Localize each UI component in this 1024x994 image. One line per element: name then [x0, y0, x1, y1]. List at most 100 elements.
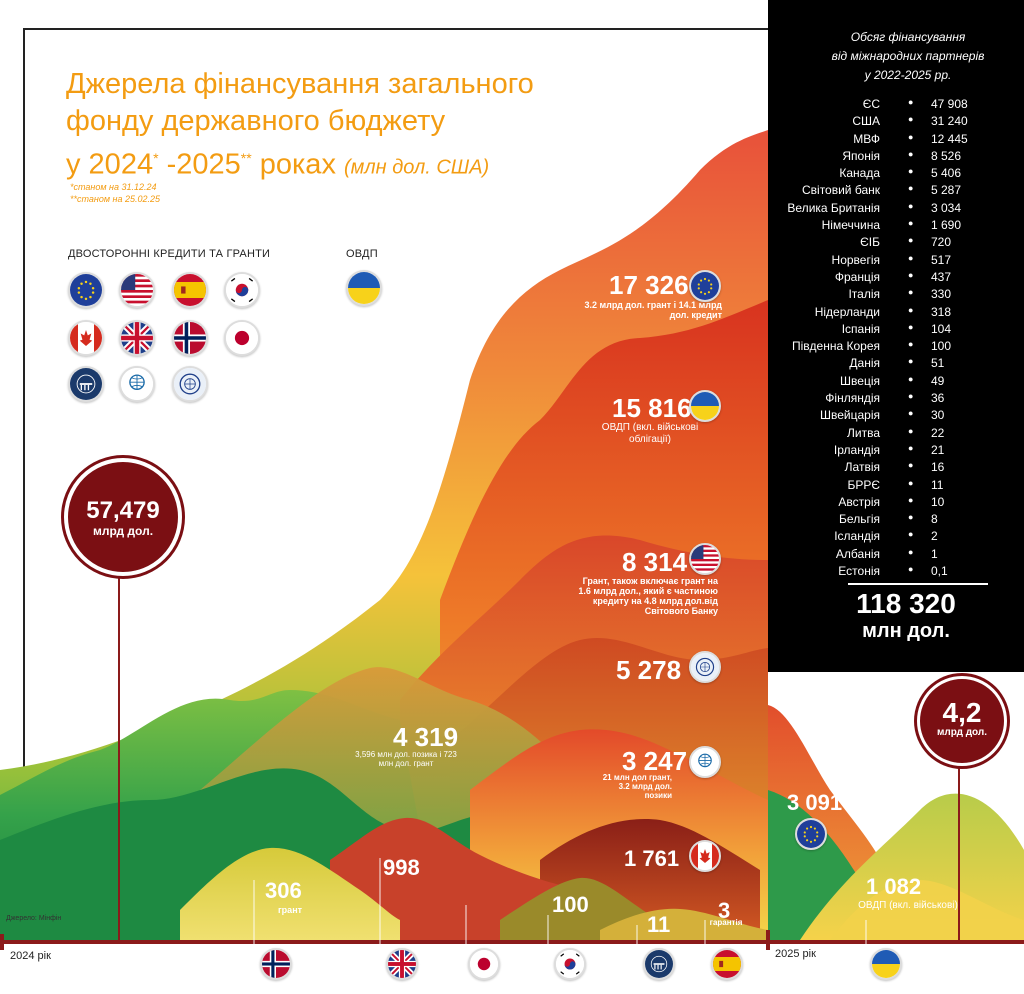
- partner-name: Німеччина: [821, 218, 880, 233]
- partner-name: Ісландія: [834, 529, 880, 544]
- ukraine-flag-icon: [346, 270, 382, 306]
- year-2025-label: 2025 рік: [775, 948, 816, 960]
- partner-name: Албанія: [835, 546, 880, 561]
- partner-value: 51: [931, 356, 945, 371]
- partner-row: Ірландія ● 21: [776, 443, 1006, 460]
- usa-flag-icon: [119, 272, 155, 308]
- bullet-icon: ●: [908, 512, 914, 523]
- bilateral-label: ДВОСТОРОННІ КРЕДИТИ ТА ГРАНТИ: [68, 248, 271, 260]
- ovdp-label: ОВДП: [346, 248, 378, 260]
- partner-value: 49: [931, 373, 945, 388]
- partner-row: Литва ● 22: [776, 426, 1006, 443]
- bullet-icon: ●: [908, 235, 914, 246]
- series-note: гарантія: [709, 918, 743, 927]
- imf-logo-icon: [172, 366, 208, 402]
- bullet-icon: ●: [908, 339, 914, 350]
- panel-title: Обсяг фінансування від міжнародних партн…: [831, 30, 985, 82]
- series-value: 8 314: [622, 547, 688, 577]
- partner-row: Франція ● 437: [776, 270, 1006, 287]
- partner-name: МВФ: [853, 131, 880, 146]
- total-2024-badge: 57,479 млрд дол.: [64, 458, 182, 576]
- ceb-logo-icon: [643, 948, 675, 980]
- partner-value: 517: [931, 252, 952, 267]
- partner-name: Велика Британія: [787, 200, 880, 215]
- bullet-icon: ●: [908, 321, 914, 332]
- south-korea-flag-icon: [554, 948, 586, 980]
- bullet-icon: ●: [908, 97, 914, 107]
- norway-flag-icon: [172, 320, 208, 356]
- partner-name: Нідерланди: [814, 304, 880, 319]
- partner-row: Світовий банк ● 5 287: [776, 183, 1006, 200]
- total-divider: [848, 583, 988, 585]
- series-value: 3 247: [622, 746, 688, 776]
- imf-logo-icon: [689, 651, 721, 683]
- partner-value: 31 240: [931, 114, 968, 129]
- partner-name: Швейцарія: [820, 408, 880, 423]
- total-2025-badge: 4,2 млрд дол.: [917, 676, 1007, 766]
- bullet-icon: ●: [908, 131, 914, 142]
- bullet-icon: ●: [908, 494, 914, 505]
- partners-table: ЄС ● 47 908 США ● 31 240 МВФ ● 12 445 Японія ● 8 52…: [776, 97, 1006, 581]
- canada-flag-icon: [68, 320, 104, 356]
- bullet-icon: ●: [908, 408, 914, 419]
- partner-name: Канада: [839, 166, 880, 181]
- partner-name: ЄІБ: [860, 235, 880, 250]
- partner-name: Фінляндія: [825, 391, 880, 406]
- partner-value: 30: [931, 408, 945, 423]
- norway-flag-icon: [260, 948, 292, 980]
- series-value: 11: [647, 912, 671, 937]
- partner-row: Ісландія ● 2: [776, 529, 1006, 546]
- total-2024-unit: млрд дол.: [92, 524, 154, 538]
- partner-value: 1: [931, 546, 938, 561]
- partner-name: ЄС: [862, 97, 880, 111]
- uk-flag-icon: [386, 948, 418, 980]
- usa-flag-icon: [689, 543, 721, 575]
- partner-value: 11: [931, 477, 944, 492]
- panel-total-value: 118 320: [856, 588, 956, 619]
- bullet-icon: ●: [908, 166, 914, 177]
- partner-row: Велика Британія ● 3 034: [776, 201, 1006, 218]
- partner-name: Іспанія: [841, 321, 880, 336]
- bullet-icon: ●: [908, 269, 914, 280]
- bullet-icon: ●: [908, 564, 914, 575]
- partner-row: ЄІБ ● 720: [776, 235, 1006, 252]
- partner-row: Швейцарія ● 30: [776, 408, 1006, 425]
- partners-panel: [768, 0, 1024, 672]
- partner-name: Литва: [847, 425, 880, 440]
- partner-name: Південна Корея: [792, 339, 880, 354]
- series-note: 21 млн дол грант, 3.2 млрд дол. позики: [602, 773, 672, 800]
- series-note: ОВДП (вкл. військові): [858, 900, 958, 911]
- world-bank-logo-icon: [689, 746, 721, 778]
- note-2024: *станом на 31.12.24: [70, 182, 157, 192]
- partner-row: Нідерланди ● 318: [776, 305, 1006, 322]
- partner-row: Австрія ● 10: [776, 495, 1006, 512]
- series-value: 306: [265, 878, 302, 903]
- partner-value: 22: [931, 425, 945, 440]
- partner-value: 437: [931, 269, 952, 284]
- partner-value: 720: [931, 235, 952, 250]
- partner-name: Ірландія: [833, 442, 880, 457]
- partner-value: 0,1: [931, 564, 948, 579]
- series-value: 17 326: [609, 270, 689, 300]
- partner-row: Норвегія ● 517: [776, 253, 1006, 270]
- partner-value: 5 406: [931, 166, 962, 181]
- bullet-icon: ●: [908, 218, 914, 229]
- partner-row: Швеція ● 49: [776, 374, 1006, 391]
- title-line-3: у 2024* -2025** роках (млн дол. США): [66, 148, 490, 181]
- ukraine-flag-icon: [689, 390, 721, 422]
- series-value: 5 278: [616, 655, 682, 685]
- note-2025: **станом на 25.02.25: [70, 194, 161, 204]
- bullet-icon: ●: [908, 183, 914, 194]
- series-value: 100: [552, 892, 589, 917]
- partner-value: 318: [931, 304, 952, 319]
- partner-row: ЄС ● 47 908: [776, 97, 1006, 114]
- partner-value: 100: [931, 339, 952, 354]
- partner-row: Іспанія ● 104: [776, 322, 1006, 339]
- total-2024-value: 57,479: [86, 497, 160, 524]
- bullet-icon: ●: [908, 460, 914, 471]
- partner-value: 36: [931, 391, 945, 406]
- partner-value: 330: [931, 287, 952, 302]
- ukraine-flag-icon: [870, 948, 902, 980]
- bullet-icon: ●: [908, 252, 914, 263]
- partner-value: 21: [931, 442, 945, 457]
